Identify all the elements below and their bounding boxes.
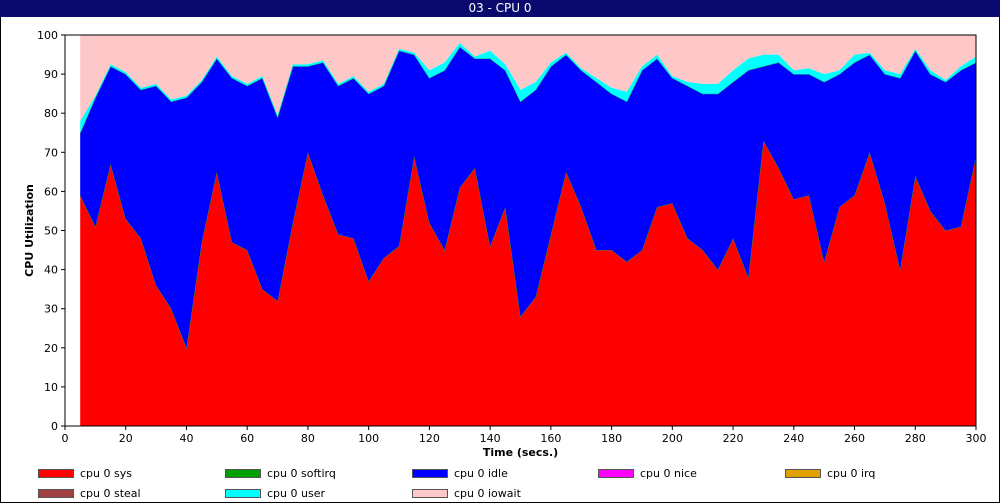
x-tick-label: 160 — [540, 432, 561, 445]
legend-label: cpu 0 user — [267, 486, 325, 500]
x-tick-label: 220 — [723, 432, 744, 445]
x-tick-label: 180 — [601, 432, 622, 445]
legend-item: cpu 0 softirq — [225, 466, 336, 480]
y-tick-label: 10 — [44, 381, 58, 394]
legend-swatch — [225, 468, 261, 478]
legend-item: cpu 0 user — [225, 486, 325, 500]
y-tick-label: 40 — [44, 264, 58, 277]
area-series-cpu-0-user — [80, 42, 976, 133]
x-tick-label: 140 — [480, 432, 501, 445]
area-series-cpu-0-sys — [80, 140, 976, 426]
y-tick-label: 20 — [44, 342, 58, 355]
x-tick-label: 240 — [783, 432, 804, 445]
legend-swatch — [412, 468, 448, 478]
legend-label: cpu 0 steal — [80, 486, 141, 500]
x-tick-label: 260 — [844, 432, 865, 445]
legend-item: cpu 0 iowait — [412, 486, 521, 500]
legend-label: cpu 0 softirq — [267, 466, 336, 480]
y-tick-label: 30 — [44, 303, 58, 316]
y-tick-label: 0 — [51, 420, 58, 433]
area-series-cpu-0-iowait — [80, 35, 976, 121]
legend-swatch — [785, 468, 821, 478]
legend-swatch — [598, 468, 634, 478]
x-tick-label: 60 — [240, 432, 254, 445]
chart-legend: cpu 0 sys cpu 0 softirq cpu 0 idle cpu 0 ni… — [0, 462, 1000, 502]
x-tick-label: 20 — [119, 432, 133, 445]
x-tick-label: 300 — [966, 432, 987, 445]
legend-item: cpu 0 irq — [785, 466, 875, 480]
legend-swatch — [412, 488, 448, 498]
area-series-group — [65, 35, 977, 426]
legend-label: cpu 0 irq — [827, 466, 876, 480]
y-tick-label: 80 — [44, 107, 58, 120]
x-tick-label: 40 — [179, 432, 193, 445]
x-tick-label: 0 — [62, 432, 69, 445]
x-tick-label: 120 — [419, 432, 440, 445]
area-series-cpu-0-idle — [80, 46, 976, 348]
legend-swatch — [225, 488, 261, 498]
legend-item: cpu 0 nice — [598, 466, 697, 480]
chart-plot: 0 10 20 30 40 50 60 70 80 90 100 0 20 40 60 80 100 120 140… — [23, 29, 987, 459]
legend-label: cpu 0 sys — [80, 466, 132, 480]
x-tick-label: 100 — [358, 432, 379, 445]
y-tick-label: 90 — [44, 68, 58, 81]
legend-item: cpu 0 sys — [38, 466, 132, 480]
y-tick-label: 60 — [44, 185, 58, 198]
y-axis-title: CPU Utilization — [23, 184, 36, 277]
legend-item: cpu 0 steal — [38, 486, 141, 500]
y-tick-label: 70 — [44, 146, 58, 159]
axes-group: 0 10 20 30 40 50 60 70 80 90 100 0 20 40 60 80 100 120 140… — [37, 29, 987, 445]
x-tick-label: 80 — [301, 432, 315, 445]
x-tick-label: 280 — [905, 432, 926, 445]
legend-swatch — [38, 488, 74, 498]
y-tick-label: 50 — [44, 225, 58, 238]
x-axis-title: Time (secs.) — [483, 446, 558, 459]
legend-label: cpu 0 idle — [454, 466, 508, 480]
legend-item: cpu 0 idle — [412, 466, 508, 480]
y-tick-label: 100 — [37, 29, 58, 42]
chart-title: 03 - CPU 0 — [0, 0, 1000, 17]
x-tick-label: 200 — [662, 432, 683, 445]
legend-swatch — [38, 468, 74, 478]
legend-label: cpu 0 nice — [640, 466, 697, 480]
legend-label: cpu 0 iowait — [454, 486, 521, 500]
